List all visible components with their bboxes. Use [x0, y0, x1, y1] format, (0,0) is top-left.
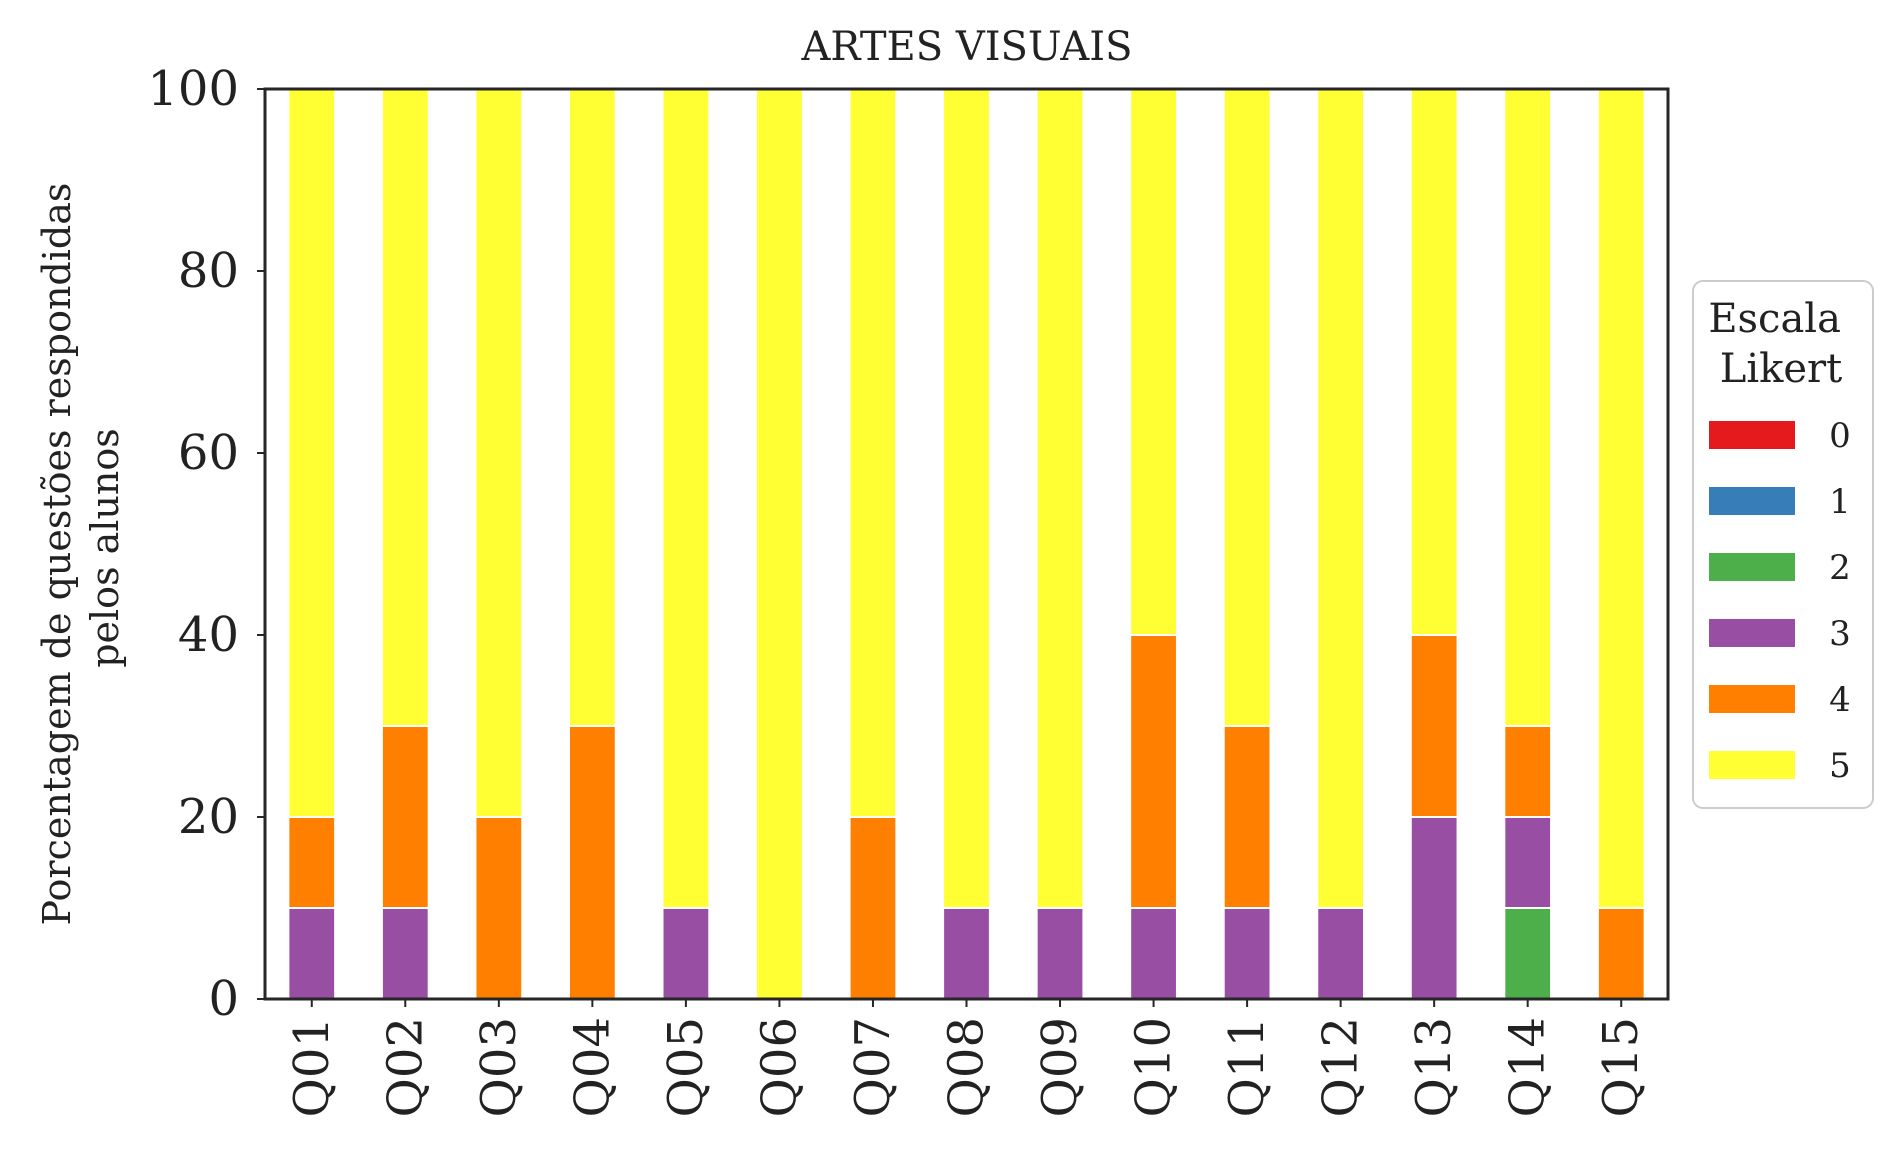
- x-tick-label-q11: Q11: [1219, 1017, 1275, 1117]
- legend-label-5: 5: [1829, 746, 1851, 786]
- legend-entries: 0 1 2 3 4 5: [1709, 416, 1851, 786]
- legend-title: Escala Likert: [1708, 296, 1853, 392]
- legend-swatch-2: [1709, 553, 1795, 581]
- bar-segment-q04-likert-5: [567, 88, 617, 727]
- bar-segment-q10-likert-5: [1129, 88, 1178, 636]
- bar-segment-q13-likert-5: [1409, 88, 1459, 636]
- bar-segment-q03-likert-5: [474, 88, 524, 818]
- bars-layer: [287, 88, 1646, 1000]
- x-tick-label-q13: Q13: [1406, 1017, 1462, 1117]
- legend-swatch-1: [1709, 487, 1795, 515]
- y-tick-label: 20: [178, 789, 239, 845]
- bar-segment-q10-likert-4: [1129, 634, 1178, 909]
- x-tick-label-q12: Q12: [1313, 1017, 1369, 1117]
- y-tick-label: 60: [178, 425, 239, 481]
- bar-segment-q02-likert-5: [380, 88, 430, 727]
- legend-swatch-3: [1709, 619, 1795, 647]
- y-tick-label: 80: [178, 243, 239, 299]
- legend-swatch-5: [1709, 751, 1795, 779]
- x-tick-label-q05: Q05: [658, 1017, 714, 1117]
- legend-swatch-0: [1709, 421, 1795, 449]
- y-axis-label: Porcentagem de questões respondidas pelo…: [35, 171, 127, 926]
- bar-segment-q07-likert-4: [848, 816, 898, 1000]
- y-tick-label: 40: [178, 607, 239, 663]
- bar-segment-q14-likert-4: [1503, 725, 1553, 818]
- bar-segment-q11-likert-4: [1222, 725, 1272, 909]
- legend-title-line-2: Likert: [1720, 346, 1842, 392]
- legend-label-3: 3: [1829, 614, 1851, 654]
- bar-segment-q09-likert-3: [1035, 907, 1085, 1000]
- bar-segment-q07-likert-5: [848, 88, 898, 818]
- bar-segment-q09-likert-5: [1035, 88, 1085, 909]
- y-tick-label: 0: [208, 971, 239, 1027]
- bar-segment-q13-likert-3: [1409, 816, 1459, 1000]
- bar-segment-q06-likert-5: [755, 88, 804, 1000]
- bar-segment-q13-likert-4: [1409, 634, 1459, 818]
- chart-title: ARTES VISUAIS: [801, 24, 1133, 70]
- legend: Escala Likert 0 1 2 3 4 5: [1692, 280, 1874, 809]
- x-tick-label-q14: Q14: [1500, 1017, 1556, 1117]
- x-tick-label-q09: Q09: [1032, 1017, 1088, 1117]
- x-tick-label-q10: Q10: [1126, 1017, 1182, 1117]
- bar-segment-q02-likert-4: [380, 725, 430, 909]
- x-tick-label-q06: Q06: [751, 1017, 807, 1117]
- x-tick-label-q01: Q01: [284, 1017, 340, 1117]
- bar-segment-q11-likert-5: [1222, 88, 1272, 727]
- bar-segment-q03-likert-4: [474, 816, 524, 1000]
- bar-segment-q12-likert-3: [1316, 907, 1366, 1000]
- bar-segment-q04-likert-4: [567, 725, 617, 1000]
- x-tick-label-q07: Q07: [845, 1017, 901, 1117]
- bar-segment-q01-likert-3: [287, 907, 337, 1000]
- x-tick-label-q15: Q15: [1593, 1017, 1649, 1117]
- bar-segment-q15-likert-4: [1596, 907, 1646, 1000]
- bar-segment-q10-likert-3: [1129, 907, 1178, 1000]
- x-tick-label-q04: Q04: [564, 1017, 620, 1117]
- bar-segment-q05-likert-5: [661, 88, 711, 909]
- x-tick-label-q08: Q08: [939, 1017, 995, 1117]
- bar-segment-q02-likert-3: [380, 907, 430, 1000]
- bar-segment-q01-likert-5: [287, 88, 337, 818]
- y-tick-label: 100: [147, 61, 239, 117]
- legend-label-1: 1: [1829, 482, 1851, 522]
- bar-segment-q15-likert-5: [1596, 88, 1646, 909]
- bar-segment-q14-likert-5: [1503, 88, 1553, 727]
- bar-segment-q12-likert-5: [1316, 88, 1366, 909]
- bar-segment-q08-likert-5: [942, 88, 991, 909]
- bar-segment-q11-likert-3: [1222, 907, 1272, 1000]
- bar-segment-q08-likert-3: [942, 907, 991, 1000]
- bar-segment-q14-likert-3: [1503, 816, 1553, 909]
- legend-swatch-4: [1709, 685, 1795, 713]
- legend-label-4: 4: [1829, 680, 1851, 720]
- bar-segment-q01-likert-4: [287, 816, 337, 909]
- legend-label-2: 2: [1829, 548, 1851, 588]
- x-tick-label-q02: Q02: [377, 1017, 433, 1117]
- x-tick-label-q03: Q03: [471, 1017, 527, 1117]
- y-axis-label-line-2: pelos alunos: [83, 428, 127, 668]
- y-axis-ticks: 0 20 40 60 80 100: [147, 61, 265, 1027]
- x-axis-ticks: Q01 Q02 Q03 Q04 Q05 Q06 Q07 Q08 Q09 Q10 Q11 Q12 Q13 Q…: [284, 999, 1649, 1117]
- bar-segment-q05-likert-3: [661, 907, 711, 1000]
- legend-box: [1692, 280, 1874, 809]
- y-axis-label-line-1: Porcentagem de questões respondidas: [35, 183, 79, 926]
- bar-segment-q14-likert-2: [1503, 907, 1553, 1000]
- legend-label-0: 0: [1829, 416, 1851, 456]
- legend-title-line-1: Escala: [1708, 296, 1841, 342]
